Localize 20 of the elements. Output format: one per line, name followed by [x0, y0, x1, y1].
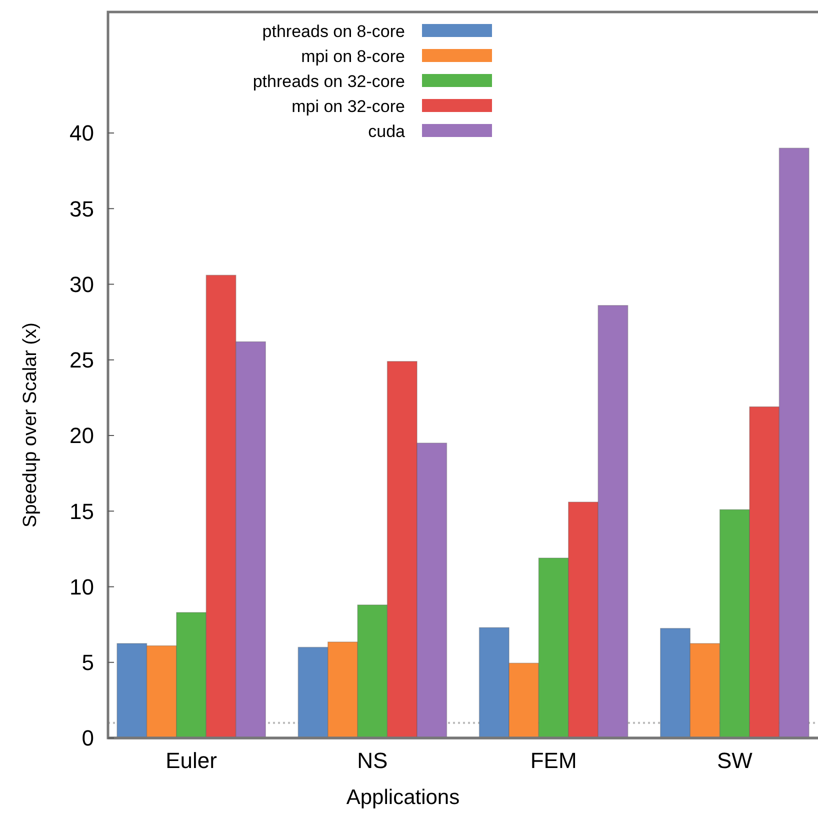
x-tick-label: SW	[716, 748, 753, 773]
y-tick-label: 25	[70, 348, 94, 373]
y-tick-label: 5	[82, 650, 94, 676]
x-tick-label: Euler	[166, 748, 217, 773]
y-tick-label: 40	[70, 120, 94, 146]
x-tick-label: FEM	[530, 748, 577, 773]
y-tick-label: 35	[70, 196, 94, 222]
legend-label: mpi on 8-core	[301, 46, 405, 66]
legend-label: pthreads on 32-core	[252, 72, 405, 91]
y-tick-label: 15	[70, 498, 94, 524]
y-axis-title: Speedup over Scalar (x)	[20, 322, 41, 528]
x-tick-label: NS	[357, 748, 388, 773]
legend-label: pthreads on 8-core	[262, 22, 405, 41]
y-tick-label: 20	[70, 423, 94, 448]
y-tick-label: 10	[70, 574, 94, 600]
y-tick-label: 30	[70, 272, 94, 297]
y-tick-label: 0	[82, 726, 94, 751]
legend-label: mpi on 32-core	[292, 96, 405, 116]
x-axis-title: Applications	[346, 786, 460, 809]
legend-label: cuda	[368, 122, 406, 141]
